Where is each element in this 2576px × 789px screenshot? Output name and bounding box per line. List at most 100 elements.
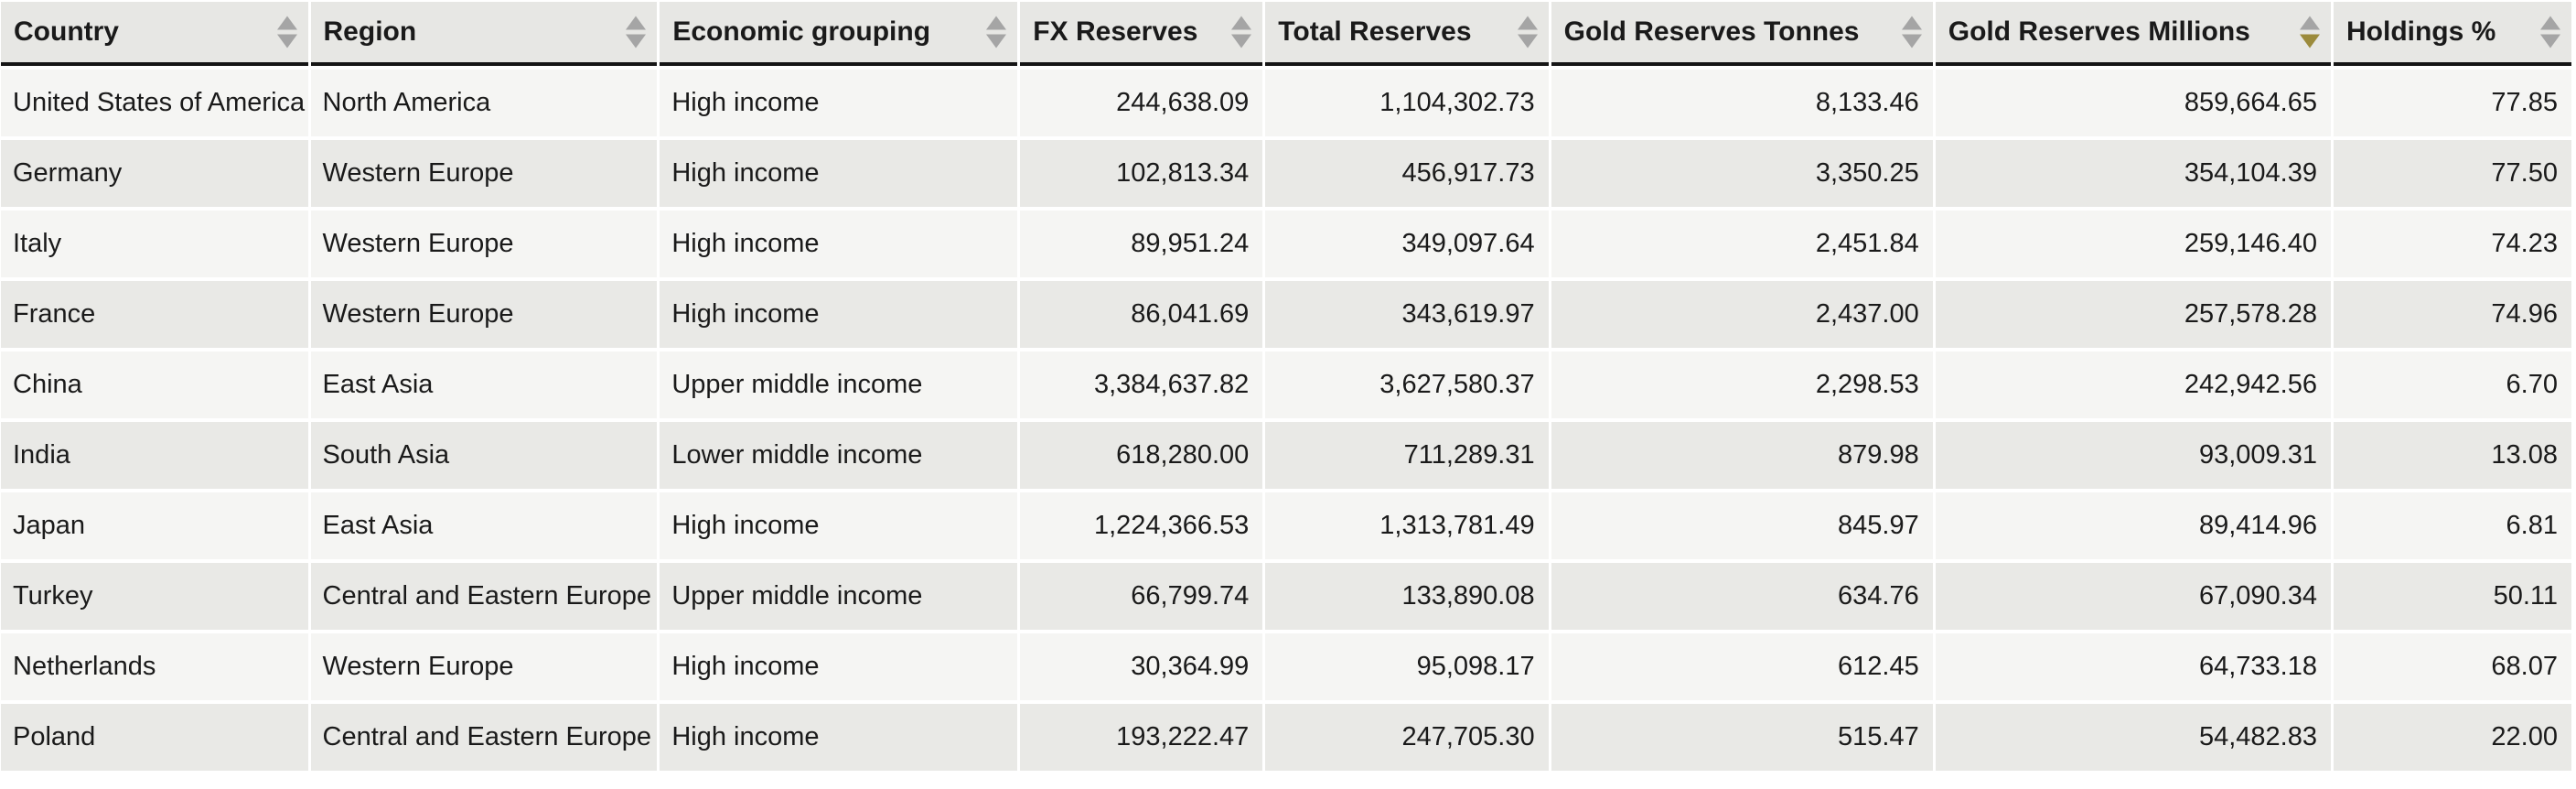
column-header-label: Holdings % <box>2346 16 2496 47</box>
cell-holdings-pct: 13.08 <box>2334 422 2571 489</box>
cell-economic-grouping: High income <box>660 281 1018 348</box>
cell-gold-reserves-tonnes: 2,437.00 <box>1551 281 1933 348</box>
cell-country: China <box>1 351 308 418</box>
table-row: Japan East Asia High income 1,224,366.53 1,3… <box>1 492 2571 559</box>
sort-icon-active-desc[interactable] <box>2300 16 2320 49</box>
cell-economic-grouping: Upper middle income <box>660 351 1018 418</box>
cell-country: Poland <box>1 704 308 771</box>
cell-gold-reserves-millions: 67,090.34 <box>1935 563 2331 630</box>
sort-icon[interactable] <box>1231 16 1252 49</box>
cell-country: Germany <box>1 140 308 207</box>
table-row: United States of America North America Hig… <box>1 70 2571 136</box>
cell-fx-reserves: 618,280.00 <box>1020 422 1263 489</box>
table-row: China East Asia Upper middle income 3,384,6… <box>1 351 2571 418</box>
column-header-total-reserves[interactable]: Total Reserves <box>1265 2 1549 66</box>
sort-down-arrow-icon <box>1901 34 1922 49</box>
column-header-gold-reserves-tonnes[interactable]: Gold Reserves Tonnes <box>1551 2 1933 66</box>
cell-gold-reserves-millions: 93,009.31 <box>1935 422 2331 489</box>
column-header-economic-grouping[interactable]: Economic grouping <box>660 2 1018 66</box>
sort-down-arrow-icon <box>2540 34 2560 49</box>
cell-fx-reserves: 30,364.99 <box>1020 633 1263 700</box>
cell-gold-reserves-tonnes: 612.45 <box>1551 633 1933 700</box>
cell-country: Netherlands <box>1 633 308 700</box>
cell-gold-reserves-millions: 54,482.83 <box>1935 704 2331 771</box>
cell-region: Western Europe <box>310 281 658 348</box>
cell-gold-reserves-tonnes: 515.47 <box>1551 704 1933 771</box>
cell-total-reserves: 247,705.30 <box>1265 704 1549 771</box>
column-header-label: Economic grouping <box>672 16 931 47</box>
sort-icon[interactable] <box>2540 16 2560 49</box>
sort-up-arrow-icon <box>626 16 647 30</box>
table-row: Italy Western Europe High income 89,951.24 3… <box>1 211 2571 277</box>
sort-icon[interactable] <box>626 16 647 49</box>
column-header-label: Gold Reserves Tonnes <box>1563 16 1860 47</box>
cell-fx-reserves: 102,813.34 <box>1020 140 1263 207</box>
sort-down-arrow-icon <box>1517 34 1538 49</box>
cell-gold-reserves-millions: 259,146.40 <box>1935 211 2331 277</box>
cell-holdings-pct: 77.50 <box>2334 140 2571 207</box>
table-header: Country Region Economic grouping FX Rese… <box>1 2 2571 66</box>
sort-up-arrow-icon <box>1231 16 1252 30</box>
cell-region: North America <box>310 70 658 136</box>
cell-gold-reserves-tonnes: 8,133.46 <box>1551 70 1933 136</box>
sort-down-arrow-icon <box>2300 34 2320 49</box>
table-row: Poland Central and Eastern Europe High inc… <box>1 704 2571 771</box>
sort-down-arrow-icon <box>626 34 647 49</box>
column-header-label: Country <box>14 16 119 47</box>
cell-country: Italy <box>1 211 308 277</box>
cell-gold-reserves-tonnes: 845.97 <box>1551 492 1933 559</box>
table-row: India South Asia Lower middle income 618,28… <box>1 422 2571 489</box>
cell-holdings-pct: 6.70 <box>2334 351 2571 418</box>
sort-icon[interactable] <box>1901 16 1922 49</box>
cell-gold-reserves-millions: 859,664.65 <box>1935 70 2331 136</box>
cell-holdings-pct: 77.85 <box>2334 70 2571 136</box>
sort-up-arrow-icon <box>2300 16 2320 30</box>
cell-gold-reserves-tonnes: 3,350.25 <box>1551 140 1933 207</box>
cell-economic-grouping: High income <box>660 633 1018 700</box>
cell-region: South Asia <box>310 422 658 489</box>
sort-icon[interactable] <box>986 16 1007 49</box>
column-header-label: Gold Reserves Millions <box>1948 16 2250 47</box>
cell-holdings-pct: 22.00 <box>2334 704 2571 771</box>
cell-total-reserves: 3,627,580.37 <box>1265 351 1549 418</box>
cell-country: France <box>1 281 308 348</box>
sort-down-arrow-icon <box>276 34 297 49</box>
cell-gold-reserves-millions: 257,578.28 <box>1935 281 2331 348</box>
column-header-country[interactable]: Country <box>1 2 308 66</box>
column-header-gold-reserves-millions[interactable]: Gold Reserves Millions <box>1935 2 2331 66</box>
cell-total-reserves: 133,890.08 <box>1265 563 1549 630</box>
cell-total-reserves: 1,313,781.49 <box>1265 492 1549 559</box>
cell-economic-grouping: Lower middle income <box>660 422 1018 489</box>
sort-up-arrow-icon <box>1517 16 1538 30</box>
table-row: Germany Western Europe High income 102,813.… <box>1 140 2571 207</box>
cell-gold-reserves-tonnes: 2,298.53 <box>1551 351 1933 418</box>
column-header-label: FX Reserves <box>1033 16 1198 47</box>
cell-holdings-pct: 68.07 <box>2334 633 2571 700</box>
cell-total-reserves: 343,619.97 <box>1265 281 1549 348</box>
cell-holdings-pct: 50.11 <box>2334 563 2571 630</box>
cell-gold-reserves-tonnes: 879.98 <box>1551 422 1933 489</box>
cell-fx-reserves: 193,222.47 <box>1020 704 1263 771</box>
cell-country: Japan <box>1 492 308 559</box>
cell-gold-reserves-millions: 354,104.39 <box>1935 140 2331 207</box>
sort-icon[interactable] <box>1517 16 1538 49</box>
cell-region: East Asia <box>310 492 658 559</box>
column-header-label: Total Reserves <box>1278 16 1472 47</box>
sort-up-arrow-icon <box>1901 16 1922 30</box>
header-row: Country Region Economic grouping FX Rese… <box>1 2 2571 66</box>
column-header-region[interactable]: Region <box>310 2 658 66</box>
cell-gold-reserves-millions: 64,733.18 <box>1935 633 2331 700</box>
cell-country: India <box>1 422 308 489</box>
sort-icon[interactable] <box>276 16 297 49</box>
cell-fx-reserves: 1,224,366.53 <box>1020 492 1263 559</box>
cell-economic-grouping: High income <box>660 70 1018 136</box>
cell-gold-reserves-tonnes: 634.76 <box>1551 563 1933 630</box>
column-header-fx-reserves[interactable]: FX Reserves <box>1020 2 1263 66</box>
cell-country: United States of America <box>1 70 308 136</box>
column-header-holdings-pct[interactable]: Holdings % <box>2334 2 2571 66</box>
cell-holdings-pct: 74.96 <box>2334 281 2571 348</box>
cell-fx-reserves: 244,638.09 <box>1020 70 1263 136</box>
cell-total-reserves: 349,097.64 <box>1265 211 1549 277</box>
table-row: France Western Europe High income 86,041.69… <box>1 281 2571 348</box>
